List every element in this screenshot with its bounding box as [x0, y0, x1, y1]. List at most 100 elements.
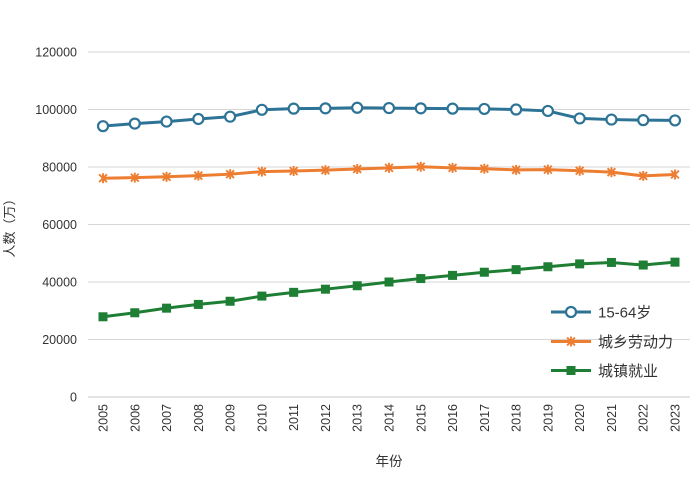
y-tick-label: 0 [70, 391, 77, 405]
data-point-marker [384, 277, 394, 287]
series-line [102, 260, 676, 319]
data-point-marker [287, 102, 300, 115]
data-point-marker [320, 165, 331, 175]
data-point-marker [511, 165, 521, 175]
x-tick-label: 2020 [573, 404, 587, 432]
x-axis-title: 年份 [376, 454, 403, 469]
data-point-marker [352, 281, 362, 291]
data-point-marker [98, 173, 108, 183]
data-point-marker [225, 296, 235, 306]
x-tick-label: 2007 [160, 404, 174, 432]
data-point-marker [479, 267, 489, 277]
data-point-marker [224, 110, 237, 123]
data-point-marker [564, 305, 578, 319]
legend-label: 城乡劳动力 [598, 334, 673, 351]
x-tick-label: 2008 [192, 404, 206, 432]
data-point-marker [193, 299, 203, 309]
data-point-marker [566, 336, 576, 347]
data-point-marker [543, 262, 553, 272]
x-tick-label: 2013 [351, 404, 365, 432]
data-point-marker [161, 172, 172, 182]
x-tick-label: 2011 [287, 404, 301, 431]
data-point-marker [257, 291, 267, 301]
data-point-marker [255, 103, 268, 116]
x-tick-label: 2009 [224, 404, 238, 432]
data-point-marker [575, 166, 585, 176]
data-point-marker [511, 265, 521, 275]
series-城乡劳动力 [98, 161, 680, 184]
data-point-marker [130, 308, 140, 318]
x-tick-label: 2015 [414, 404, 428, 432]
data-point-marker [414, 102, 427, 115]
y-tick-label: 100000 [35, 103, 77, 117]
data-point-marker [98, 312, 108, 322]
data-point-marker [479, 164, 489, 174]
series-15-64岁 [96, 101, 682, 133]
y-axis-tick-labels: 0 20000 40000 60000 80000 100000 120000 [35, 46, 77, 405]
data-point-marker [541, 104, 554, 118]
data-point-marker [192, 112, 205, 126]
x-tick-label: 2017 [478, 404, 492, 432]
legend-item-城镇就业: 城镇就业 [551, 363, 658, 380]
data-point-marker [320, 284, 330, 294]
data-point-marker [416, 162, 426, 172]
data-point-marker [384, 163, 394, 173]
data-point-marker [448, 270, 458, 280]
data-point-marker [352, 164, 362, 174]
data-point-marker [351, 101, 364, 114]
data-point-marker [638, 171, 648, 181]
legend-item-城乡劳动力: 城乡劳动力 [551, 334, 673, 351]
y-tick-label: 120000 [35, 46, 77, 60]
y-tick-label: 60000 [42, 218, 77, 232]
data-point-marker [96, 120, 110, 133]
data-point-marker [605, 113, 618, 126]
data-point-marker [160, 115, 173, 128]
data-point-marker [289, 166, 299, 176]
data-point-marker [416, 274, 426, 284]
x-axis-tick-labels: 2005 2006 2007 2008 2009 2010 2011 2012 2013 2014… [97, 404, 683, 432]
data-point-marker [670, 257, 680, 267]
y-axis-title: 人数（万） [2, 192, 17, 257]
x-tick-label: 2012 [319, 404, 333, 432]
x-tick-label: 2023 [669, 404, 683, 432]
data-point-marker [575, 259, 585, 269]
data-point-marker [478, 102, 491, 116]
data-point-marker [257, 167, 267, 177]
data-point-marker [637, 114, 650, 127]
x-tick-label: 2018 [510, 404, 524, 432]
data-point-marker [566, 366, 576, 375]
data-point-marker [128, 117, 141, 130]
data-point-marker [668, 114, 682, 127]
data-point-marker [510, 103, 523, 116]
y-tick-label: 80000 [42, 161, 77, 175]
series-城镇就业 [98, 257, 680, 322]
legend-label: 城镇就业 [598, 363, 658, 380]
x-tick-label: 2005 [97, 404, 111, 432]
data-point-marker [382, 101, 396, 115]
x-tick-label: 2006 [128, 404, 142, 432]
y-tick-label: 20000 [42, 333, 77, 347]
data-point-marker [225, 169, 235, 179]
data-point-marker [638, 260, 648, 270]
data-point-marker [319, 102, 332, 115]
data-point-marker [447, 163, 458, 173]
data-point-marker [446, 102, 459, 115]
data-point-marker [543, 165, 553, 175]
data-point-marker [670, 169, 680, 180]
x-tick-label: 2010 [255, 404, 269, 432]
data-point-marker [193, 171, 203, 181]
data-point-marker [573, 112, 586, 125]
legend-label: 15-64岁 [598, 305, 651, 322]
x-tick-label: 2019 [541, 404, 555, 432]
x-tick-label: 2021 [605, 404, 619, 432]
data-point-marker [130, 173, 140, 183]
x-tick-label: 2022 [637, 404, 651, 432]
data-point-marker [606, 167, 617, 177]
y-tick-label: 40000 [42, 276, 77, 290]
data-point-marker [162, 303, 172, 313]
data-point-marker [289, 287, 299, 297]
data-point-marker [606, 257, 616, 267]
